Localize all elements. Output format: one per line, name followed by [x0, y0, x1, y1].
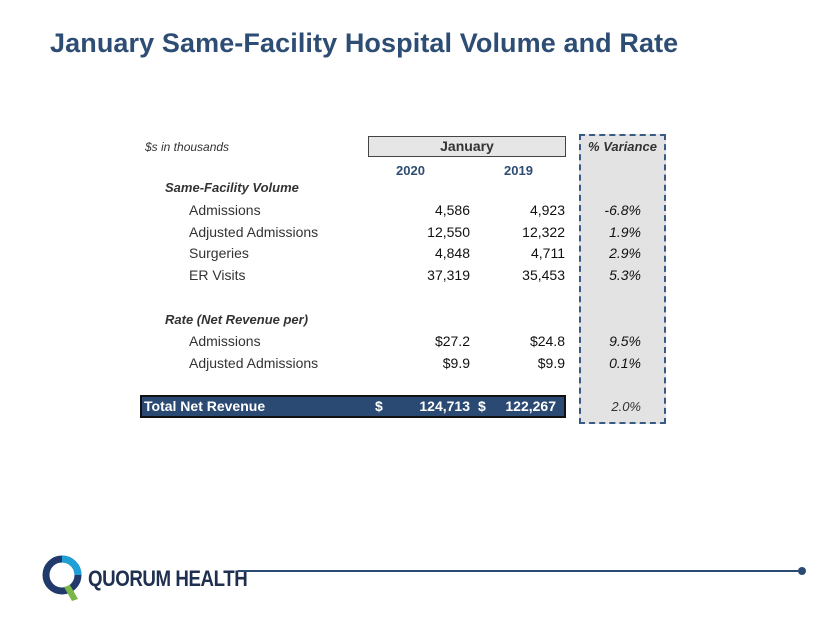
cell-2020: $9.9: [442, 355, 470, 371]
row-label: Admissions: [189, 202, 261, 218]
cell-variance: 0.1%: [609, 355, 641, 371]
cell-2020: 4,586: [434, 202, 470, 218]
cell-variance: 5.3%: [609, 267, 641, 283]
cell-2019: 12,322: [522, 224, 565, 240]
footer-dot: [798, 567, 806, 575]
units-note: $s in thousands: [145, 140, 230, 154]
variance-header: % Variance: [588, 139, 657, 154]
row-label: ER Visits: [189, 267, 246, 283]
cell-2019: 4,923: [529, 202, 565, 218]
footer-divider: [238, 570, 800, 572]
total-currency-2020: $: [375, 398, 383, 414]
rate-section-heading: Rate (Net Revenue per): [165, 312, 309, 327]
cell-2020: 4,848: [434, 245, 470, 261]
page-title: January Same-Facility Hospital Volume an…: [50, 28, 679, 58]
row-label: Admissions: [189, 333, 261, 349]
cell-2020: 37,319: [427, 267, 470, 283]
cell-variance: 9.5%: [609, 333, 641, 349]
row-label: Adjusted Admissions: [189, 355, 319, 371]
cell-variance: 2.9%: [609, 245, 641, 261]
total-label: Total Net Revenue: [144, 398, 266, 414]
volume-section-heading: Same-Facility Volume: [165, 180, 299, 195]
cell-2019: $9.9: [537, 355, 565, 371]
variance-column-box: [579, 134, 666, 424]
cell-2020: 12,550: [427, 224, 470, 240]
month-group-header: January: [368, 136, 566, 157]
total-variance: 2.0%: [611, 399, 641, 414]
quorum-logo-icon: [42, 555, 82, 601]
brand-name: QUORUM HEALTH: [88, 566, 248, 591]
total-row: [140, 395, 566, 418]
row-label: Surgeries: [189, 245, 249, 261]
total-2019: 122,267: [505, 398, 556, 414]
year-header-2019: 2019: [504, 163, 533, 178]
cell-variance: -6.8%: [604, 202, 641, 218]
cell-2019: 35,453: [522, 267, 565, 283]
row-label: Adjusted Admissions: [189, 224, 319, 240]
cell-variance: 1.9%: [609, 224, 641, 240]
total-currency-2019: $: [478, 398, 486, 414]
total-2020: 124,713: [419, 398, 470, 414]
cell-2019: 4,711: [531, 245, 565, 261]
year-header-2020: 2020: [396, 163, 425, 178]
cell-2020: $27.2: [434, 333, 470, 349]
cell-2019: $24.8: [529, 333, 565, 349]
